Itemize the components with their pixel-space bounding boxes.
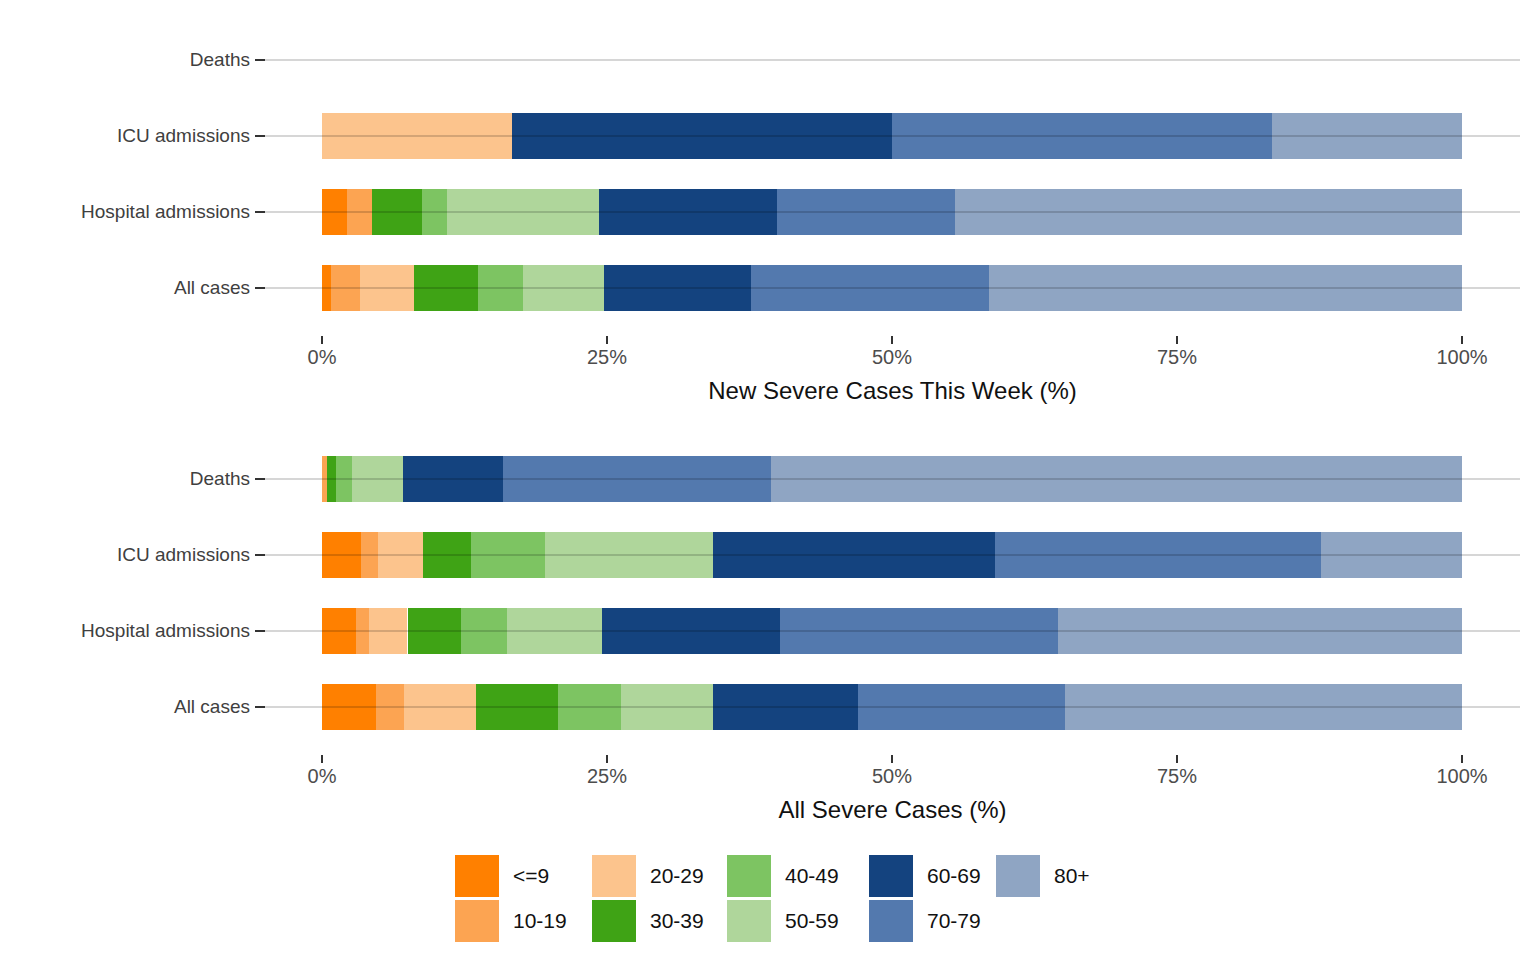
category-label: Deaths [30, 48, 250, 72]
x-axis-tick-label: 75% [1132, 346, 1222, 369]
legend-swatch-40-49 [727, 855, 771, 897]
category-gridline [265, 554, 1520, 556]
x-axis-tick-label: 0% [277, 765, 367, 788]
legend-label: 50-59 [785, 908, 839, 934]
category-label: Hospital admissions [30, 619, 250, 643]
category-label: Deaths [30, 467, 250, 491]
x-axis-tick [1176, 336, 1178, 344]
legend-swatch-20-29 [592, 855, 636, 897]
legend-label: 60-69 [927, 863, 981, 889]
x-axis-tick-label: 50% [847, 765, 937, 788]
category-gridline [265, 706, 1520, 708]
legend-swatch-80+ [996, 855, 1040, 897]
legend-swatch-60-69 [869, 855, 913, 897]
legend-label: <=9 [513, 863, 549, 889]
legend-label: 20-29 [650, 863, 704, 889]
y-axis-tick [255, 706, 265, 708]
category-label: ICU admissions [30, 124, 250, 148]
legend-swatch-<=9 [455, 855, 499, 897]
category-gridline [265, 478, 1520, 480]
x-axis-tick-label: 25% [562, 765, 652, 788]
y-axis-tick [255, 59, 265, 61]
category-gridline [265, 135, 1520, 137]
x-axis-tick [1461, 755, 1463, 763]
legend-swatch-30-39 [592, 900, 636, 942]
legend-swatch-10-19 [455, 900, 499, 942]
x-axis-tick-label: 100% [1417, 346, 1507, 369]
category-gridline [265, 287, 1520, 289]
category-gridline [265, 59, 1520, 61]
category-label: ICU admissions [30, 543, 250, 567]
x-axis-tick [606, 755, 608, 763]
category-label: All cases [30, 276, 250, 300]
x-axis-tick [891, 336, 893, 344]
category-label: All cases [30, 695, 250, 719]
legend-label: 80+ [1054, 863, 1090, 889]
category-gridline [265, 211, 1520, 213]
y-axis-tick [255, 630, 265, 632]
x-axis-tick-label: 0% [277, 346, 367, 369]
x-axis-tick [606, 336, 608, 344]
x-axis-tick-label: 75% [1132, 765, 1222, 788]
legend-label: 30-39 [650, 908, 704, 934]
x-axis-tick [1461, 336, 1463, 344]
y-axis-tick [255, 135, 265, 137]
x-axis-tick-label: 100% [1417, 765, 1507, 788]
top-chart-x-axis-title: New Severe Cases This Week (%) [592, 377, 1193, 405]
x-axis-tick [891, 755, 893, 763]
legend-swatch-70-79 [869, 900, 913, 942]
legend-label: 70-79 [927, 908, 981, 934]
legend-label: 40-49 [785, 863, 839, 889]
bottom-chart-x-axis-title: All Severe Cases (%) [592, 796, 1193, 824]
legend-label: 10-19 [513, 908, 567, 934]
figure: Deaths ICU admissions Hospital admissions A… [0, 0, 1536, 960]
legend-swatch-50-59 [727, 900, 771, 942]
x-axis-tick-label: 25% [562, 346, 652, 369]
x-axis-tick [321, 755, 323, 763]
y-axis-tick [255, 554, 265, 556]
x-axis-tick [1176, 755, 1178, 763]
x-axis-tick [321, 336, 323, 344]
y-axis-tick [255, 211, 265, 213]
category-gridline [265, 630, 1520, 632]
x-axis-tick-label: 50% [847, 346, 937, 369]
y-axis-tick [255, 478, 265, 480]
y-axis-tick [255, 287, 265, 289]
category-label: Hospital admissions [30, 200, 250, 224]
